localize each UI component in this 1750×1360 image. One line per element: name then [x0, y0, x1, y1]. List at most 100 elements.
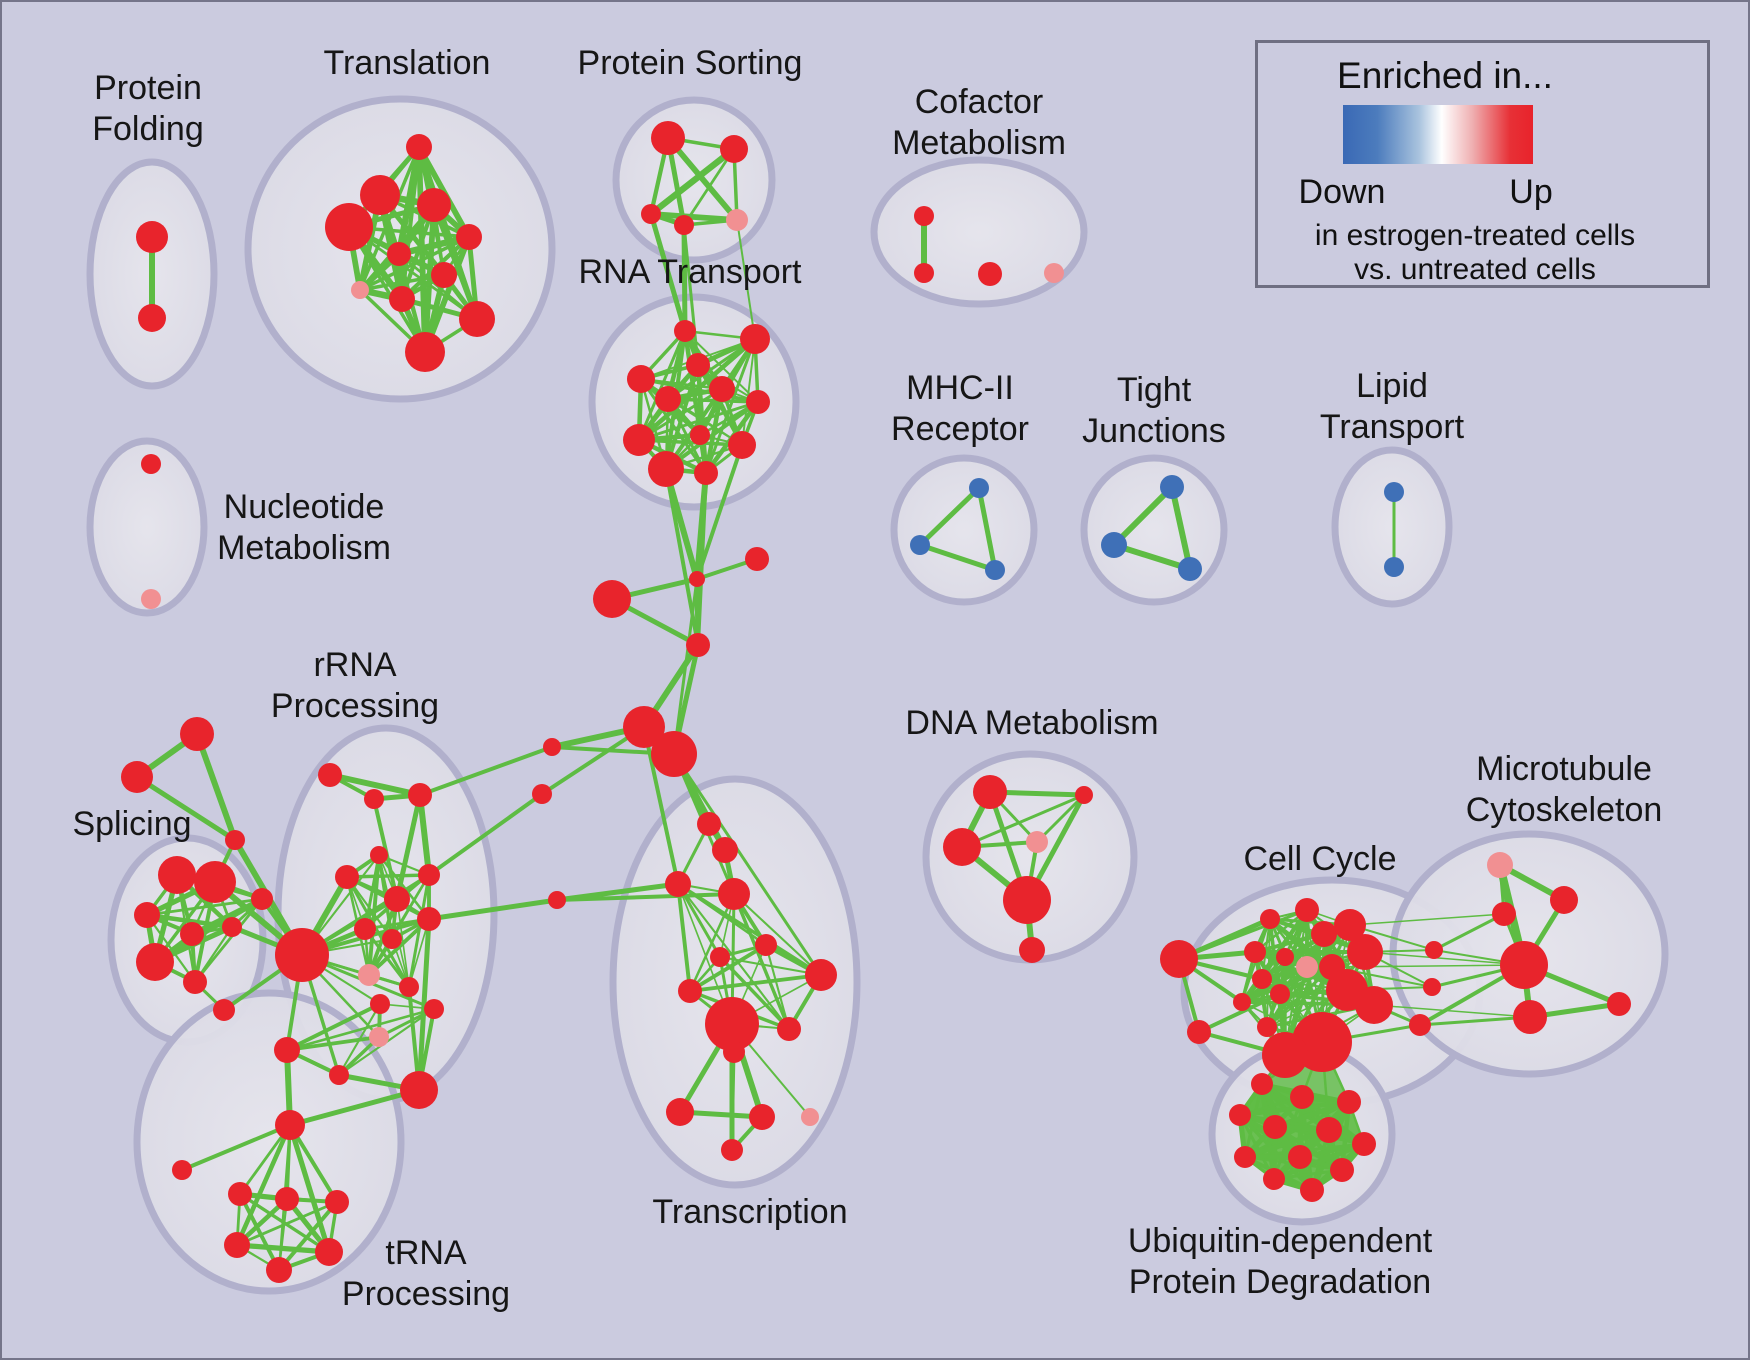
node-hb2[interactable] [745, 547, 769, 571]
node-ub3[interactable] [1337, 1090, 1361, 1114]
node-rt4[interactable] [627, 365, 655, 393]
node-cf1[interactable] [914, 206, 934, 226]
node-hb4[interactable] [686, 633, 710, 657]
node-tr3[interactable] [417, 188, 451, 222]
node-cn3[interactable] [1409, 1014, 1431, 1036]
node-ub2[interactable] [1290, 1085, 1314, 1109]
node-hb8[interactable] [532, 784, 552, 804]
node-tp1[interactable] [228, 1182, 252, 1206]
node-sp7[interactable] [183, 970, 207, 994]
node-hb3[interactable] [593, 580, 631, 618]
node-tx8[interactable] [678, 979, 702, 1003]
node-mh3[interactable] [985, 560, 1005, 580]
node-ps5[interactable] [726, 209, 748, 231]
node-rr21[interactable] [274, 1037, 300, 1063]
node-tp6[interactable] [266, 1257, 292, 1283]
node-ub7[interactable] [1352, 1132, 1376, 1156]
node-tx15[interactable] [721, 1139, 743, 1161]
node-mt4[interactable] [1513, 1000, 1547, 1034]
node-rt5[interactable] [709, 376, 735, 402]
node-st2[interactable] [121, 761, 153, 793]
node-cc6[interactable] [1244, 941, 1266, 963]
node-cc3[interactable] [1311, 921, 1337, 947]
node-sp2[interactable] [194, 861, 236, 903]
node-mt1[interactable] [1550, 886, 1578, 914]
node-st1[interactable] [180, 717, 214, 751]
node-mt5[interactable] [1607, 992, 1631, 1016]
node-rt10[interactable] [728, 431, 756, 459]
node-dn1[interactable] [973, 775, 1007, 809]
node-rr6[interactable] [384, 886, 410, 912]
node-rr8[interactable] [417, 907, 441, 931]
node-tx14[interactable] [801, 1108, 819, 1126]
node-dn6[interactable] [1019, 937, 1045, 963]
node-tr7[interactable] [431, 262, 457, 288]
node-rt11[interactable] [648, 451, 684, 487]
node-tx0[interactable] [548, 891, 566, 909]
node-tr2[interactable] [360, 175, 400, 215]
node-ub4[interactable] [1229, 1104, 1251, 1126]
node-rt12[interactable] [694, 461, 718, 485]
node-nu1[interactable] [141, 454, 161, 474]
node-pf1[interactable] [136, 221, 168, 253]
node-sp8[interactable] [251, 888, 273, 910]
node-mh1[interactable] [969, 478, 989, 498]
node-ccp[interactable] [1296, 956, 1318, 978]
node-tr9[interactable] [389, 286, 415, 312]
node-cc12[interactable] [1355, 986, 1393, 1024]
node-lp1[interactable] [1384, 482, 1404, 502]
node-rt6[interactable] [655, 386, 681, 412]
node-dn3[interactable] [1075, 786, 1093, 804]
node-cn1[interactable] [1425, 941, 1443, 959]
node-cc1[interactable] [1260, 909, 1280, 929]
node-tp5[interactable] [315, 1238, 343, 1266]
node-tx12[interactable] [666, 1098, 694, 1126]
node-ub8[interactable] [1234, 1146, 1256, 1168]
node-rr3[interactable] [408, 783, 432, 807]
node-ps3[interactable] [641, 204, 661, 224]
node-lp2[interactable] [1384, 557, 1404, 577]
node-hb5[interactable] [623, 706, 665, 748]
node-dn4[interactable] [1026, 831, 1048, 853]
node-ps2[interactable] [720, 135, 748, 163]
node-rr2[interactable] [364, 789, 384, 809]
node-tj1[interactable] [1160, 475, 1184, 499]
node-cc9[interactable] [1270, 984, 1290, 1004]
node-sp9[interactable] [213, 999, 235, 1021]
node-rr4[interactable] [370, 846, 388, 864]
node-tx5[interactable] [755, 934, 777, 956]
node-rr9[interactable] [354, 918, 376, 940]
node-tr6[interactable] [387, 242, 411, 266]
node-cc14[interactable] [1257, 1017, 1277, 1037]
node-tr4[interactable] [325, 203, 373, 251]
node-rr10[interactable] [382, 929, 402, 949]
node-rr1[interactable] [318, 763, 342, 787]
node-rr12[interactable] [399, 977, 419, 997]
node-ub12[interactable] [1300, 1178, 1324, 1202]
node-cc5[interactable] [1347, 934, 1383, 970]
node-tn1[interactable] [172, 1160, 192, 1180]
node-tr5[interactable] [456, 224, 482, 250]
node-cf3[interactable] [978, 262, 1002, 286]
node-cc15[interactable] [1233, 993, 1251, 1011]
node-rr20[interactable] [329, 1065, 349, 1085]
node-hb1[interactable] [689, 571, 705, 587]
node-tr10[interactable] [459, 301, 495, 337]
node-ub10[interactable] [1330, 1158, 1354, 1182]
node-tx3[interactable] [665, 871, 691, 897]
node-ub5[interactable] [1263, 1115, 1287, 1139]
node-rr7[interactable] [418, 864, 440, 886]
node-tx7[interactable] [805, 959, 837, 991]
node-dn5[interactable] [1003, 876, 1051, 924]
node-tx9[interactable] [705, 997, 759, 1051]
node-tx10[interactable] [777, 1017, 801, 1041]
node-ub9[interactable] [1288, 1145, 1312, 1169]
node-tj2[interactable] [1101, 532, 1127, 558]
node-mt3[interactable] [1500, 941, 1548, 989]
node-sp1[interactable] [158, 856, 196, 894]
node-tx2[interactable] [712, 837, 738, 863]
node-tx11[interactable] [723, 1041, 745, 1063]
node-tp2[interactable] [275, 1187, 299, 1211]
node-cf2[interactable] [914, 263, 934, 283]
node-dn2[interactable] [943, 828, 981, 866]
